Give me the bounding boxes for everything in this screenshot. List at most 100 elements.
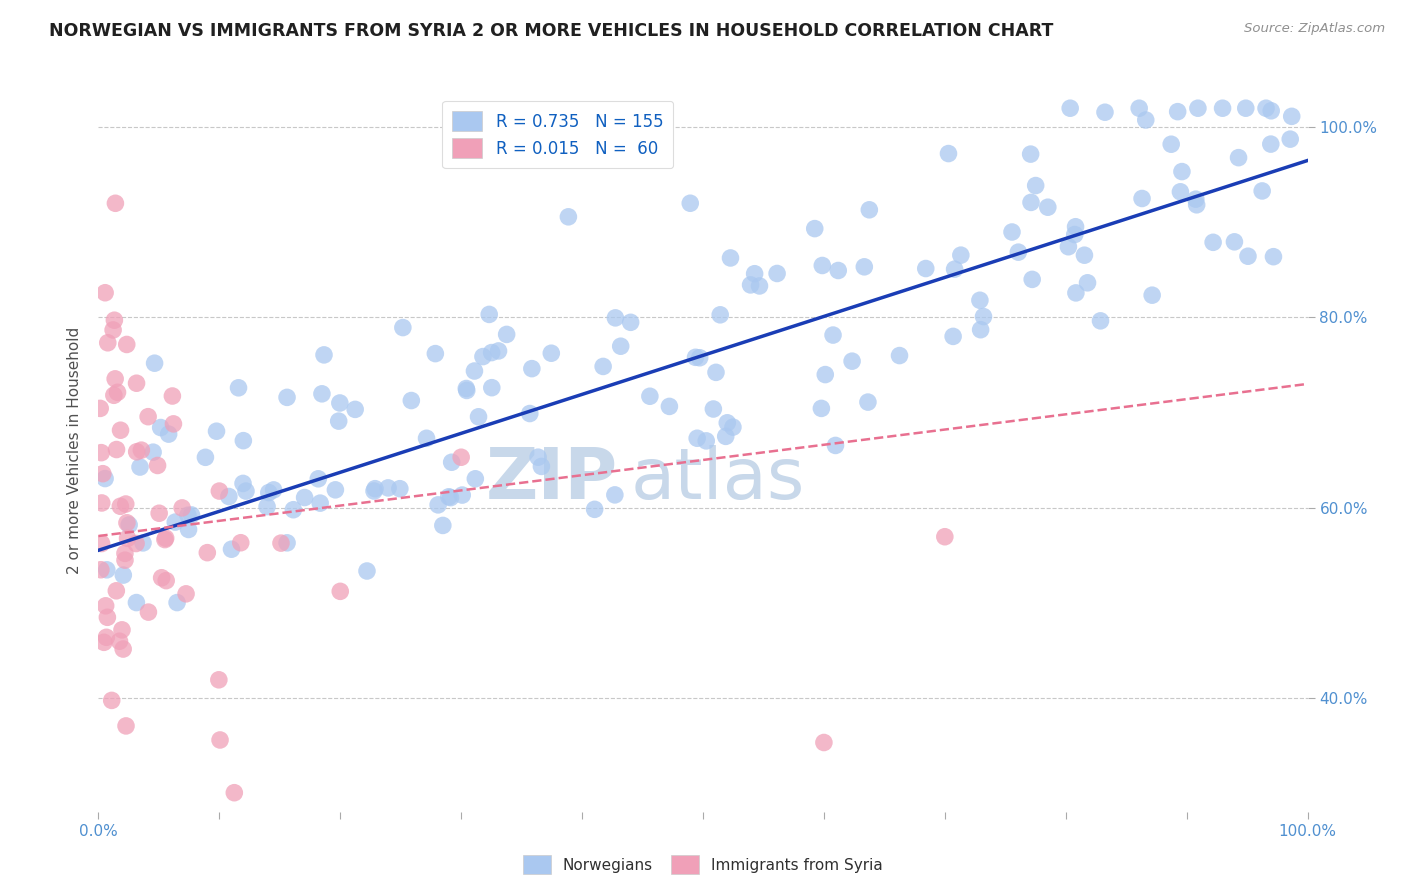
Point — [1140, 288, 1163, 302]
Point — [96, 610, 118, 624]
Point — [934, 530, 956, 544]
Point — [943, 262, 966, 277]
Point — [153, 533, 176, 547]
Point — [1094, 105, 1116, 120]
Point — [174, 587, 197, 601]
Point — [111, 623, 134, 637]
Point — [90, 445, 112, 459]
Point — [155, 531, 177, 545]
Point — [1025, 178, 1047, 193]
Point — [1064, 285, 1087, 300]
Point — [1021, 272, 1043, 286]
Point — [155, 574, 177, 588]
Point — [142, 445, 165, 459]
Point — [638, 389, 661, 403]
Point — [312, 348, 335, 362]
Point — [329, 396, 352, 410]
Point — [858, 202, 880, 217]
Point — [90, 536, 112, 550]
Point — [325, 483, 347, 497]
Point — [270, 536, 292, 550]
Point — [162, 417, 184, 431]
Point — [104, 196, 127, 211]
Point — [166, 596, 188, 610]
Point — [530, 459, 553, 474]
Point — [973, 310, 995, 324]
Point — [813, 735, 835, 749]
Point — [1251, 184, 1274, 198]
Point — [107, 385, 129, 400]
Point — [1223, 235, 1246, 249]
Point — [115, 516, 138, 530]
Point — [100, 693, 122, 707]
Y-axis label: 2 or more Vehicles in Household: 2 or more Vehicles in Household — [67, 326, 83, 574]
Point — [942, 329, 965, 343]
Point — [221, 542, 243, 557]
Point — [471, 350, 494, 364]
Point — [437, 490, 460, 504]
Point — [1167, 104, 1189, 119]
Point — [1076, 276, 1098, 290]
Point — [157, 427, 180, 442]
Point — [103, 388, 125, 402]
Point — [150, 571, 173, 585]
Point — [115, 337, 138, 351]
Point — [814, 368, 837, 382]
Point — [136, 409, 159, 424]
Point — [519, 407, 541, 421]
Point — [209, 733, 232, 747]
Point — [1064, 219, 1087, 234]
Point — [1160, 137, 1182, 152]
Point — [363, 483, 385, 498]
Point — [1260, 137, 1282, 152]
Point — [307, 472, 329, 486]
Point — [1059, 101, 1081, 115]
Point — [165, 515, 187, 529]
Point — [96, 563, 118, 577]
Point — [456, 384, 478, 398]
Point — [103, 313, 125, 327]
Point — [427, 498, 450, 512]
Point — [949, 248, 972, 262]
Point — [605, 310, 627, 325]
Point — [620, 315, 643, 329]
Point — [125, 536, 148, 550]
Point — [194, 450, 217, 465]
Point — [440, 455, 463, 469]
Point — [235, 484, 257, 499]
Point — [364, 482, 387, 496]
Point — [914, 261, 936, 276]
Point — [309, 496, 332, 510]
Point — [1260, 103, 1282, 118]
Point — [180, 508, 202, 522]
Point — [1073, 248, 1095, 262]
Point — [748, 279, 770, 293]
Point — [177, 523, 200, 537]
Point — [1185, 198, 1208, 212]
Point — [110, 423, 132, 437]
Point — [1036, 200, 1059, 214]
Point — [1171, 164, 1194, 178]
Point — [129, 460, 152, 475]
Point — [450, 450, 472, 465]
Point — [592, 359, 614, 374]
Point — [94, 471, 117, 485]
Point — [224, 786, 246, 800]
Point — [356, 564, 378, 578]
Point — [89, 401, 111, 416]
Point — [1212, 101, 1234, 115]
Point — [117, 532, 139, 546]
Point — [827, 263, 849, 277]
Point — [1279, 132, 1302, 146]
Point — [91, 467, 114, 481]
Point — [162, 389, 184, 403]
Point — [132, 536, 155, 550]
Point — [232, 476, 254, 491]
Point — [415, 431, 437, 445]
Point — [603, 488, 626, 502]
Legend: Norwegians, Immigrants from Syria: Norwegians, Immigrants from Syria — [517, 849, 889, 880]
Point — [520, 361, 543, 376]
Point — [344, 402, 367, 417]
Point — [1019, 147, 1042, 161]
Point — [283, 502, 305, 516]
